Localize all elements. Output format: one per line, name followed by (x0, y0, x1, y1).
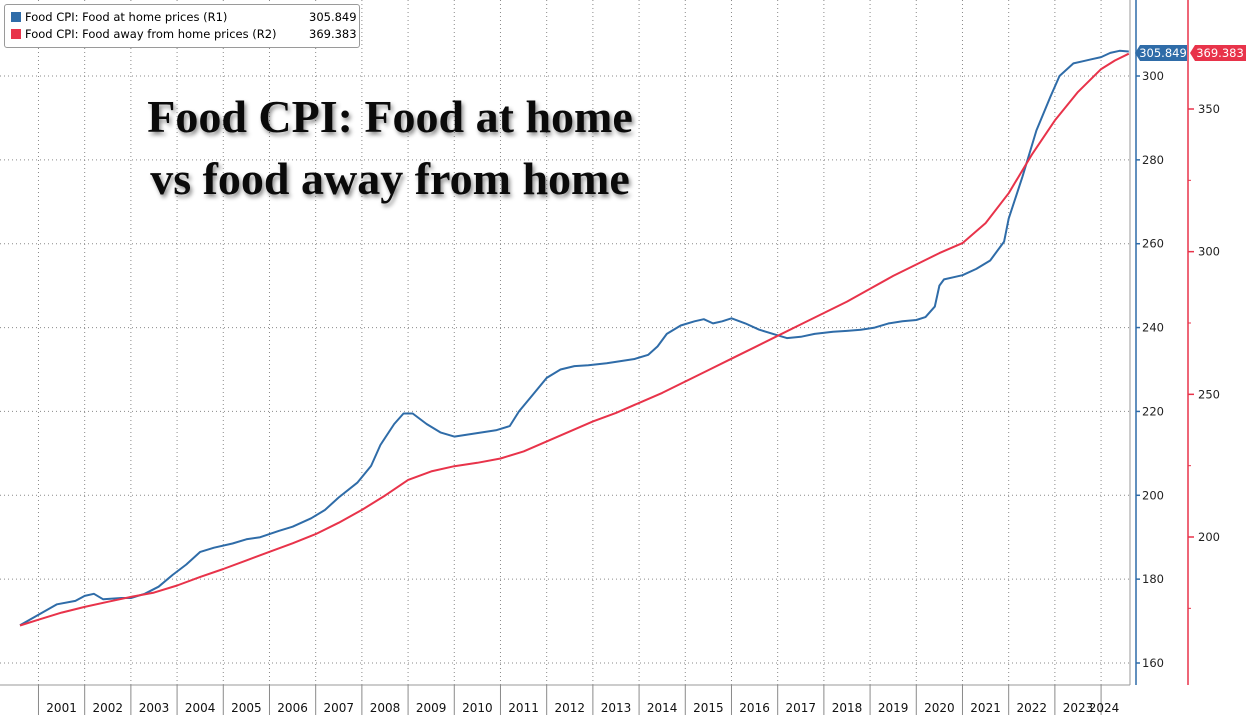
axis-r1-tick-label: 240 (1142, 321, 1164, 335)
chart-title-line-1: Food CPI: Food at home (147, 91, 633, 142)
axis-r1-tick-label: 300 (1142, 69, 1164, 83)
legend-value-food-at-home: 305.849 (309, 10, 357, 24)
x-tick-label: 2013 (601, 701, 632, 715)
legend-swatch-food-away-from-home (11, 29, 21, 39)
x-tick-label: 2003 (139, 701, 170, 715)
axis-r1-tick-label: 200 (1142, 488, 1164, 502)
last-value-tag-bg (1190, 45, 1246, 61)
x-tick-label: 2005 (231, 701, 262, 715)
x-tick-label: 2024 (1089, 701, 1120, 715)
axis-r2-tick-label: 200 (1198, 530, 1220, 544)
legend-label-food-away-from-home: Food CPI: Food away from home prices (R2… (25, 27, 277, 41)
axis-r2-tick-label: 350 (1198, 102, 1220, 116)
x-tick-label: 2009 (416, 701, 447, 715)
x-tick-label: 2001 (46, 701, 77, 715)
chart-title: Food CPI: Food at home vs food away from… (60, 86, 720, 210)
x-axis: 2001 2002 2003 2004 2005 2006 2007 2008 2009 2010… (37, 685, 1120, 715)
axis-r2-tick-label: 250 (1198, 387, 1220, 401)
x-tick-label: 2007 (324, 701, 355, 715)
x-tick-label: 2023 (1063, 701, 1094, 715)
x-tick-label: 2012 (555, 701, 586, 715)
axis-r1-tick-label: 260 (1142, 237, 1164, 251)
x-tick-label: 2011 (508, 701, 539, 715)
x-tick-label: 2014 (647, 701, 678, 715)
axis-r1-tick-label: 220 (1142, 404, 1164, 418)
x-tick-label: 2008 (370, 701, 401, 715)
x-tick-label: 2021 (970, 701, 1001, 715)
plot-border (0, 0, 1131, 686)
legend-swatch-food-at-home (11, 12, 21, 22)
legend-label-food-at-home: Food CPI: Food at home prices (R1) (25, 10, 228, 24)
last-value-tag-food-at-home: 305.849 (1135, 45, 1187, 61)
x-tick-label: 2010 (462, 701, 493, 715)
last-value-tag-bg (1135, 45, 1187, 61)
last-value-tag-food-away-from-home: 369.383 (1190, 45, 1246, 61)
x-tick-label: 2004 (185, 701, 216, 715)
x-tick-label: 2015 (693, 701, 724, 715)
x-tick-label: 2006 (277, 701, 308, 715)
x-tick-label: 2016 (739, 701, 770, 715)
axis-r2: 200 250 300 350 (1187, 0, 1220, 685)
x-tick-label: 2018 (832, 701, 863, 715)
series-line-food-at-home (19, 49, 1129, 627)
x-tick-label: 2020 (924, 701, 955, 715)
gridlines (0, 0, 1130, 685)
x-tick-label: 2022 (1017, 701, 1048, 715)
legend: Food CPI: Food at home prices (R1) 305.8… (4, 4, 360, 48)
axis-r1-tick-label: 180 (1142, 572, 1164, 586)
last-value-tag-label: 305.849 (1139, 46, 1187, 60)
legend-item-food-at-home: Food CPI: Food at home prices (R1) 305.8… (11, 10, 357, 25)
last-value-tags: 305.849 369.383 (1135, 45, 1246, 61)
series-layer (19, 49, 1130, 627)
legend-value-food-away-from-home: 369.383 (309, 27, 357, 41)
x-tick-label: 2019 (878, 701, 909, 715)
last-value-tag-label: 369.383 (1196, 46, 1244, 60)
chart-title-line-2: vs food away from home (150, 153, 630, 204)
x-tick-label: 2017 (786, 701, 817, 715)
series-line-food-away-from-home (19, 52, 1130, 627)
axis-r2-tick-label: 300 (1198, 245, 1220, 259)
axis-r1: 160 180 200 220 240 260 280 300 (1135, 0, 1164, 685)
axis-r1-tick-label: 160 (1142, 656, 1164, 670)
axis-r1-tick-label: 280 (1142, 153, 1164, 167)
x-tick-label: 2002 (93, 701, 124, 715)
legend-item-food-away-from-home: Food CPI: Food away from home prices (R2… (11, 27, 357, 42)
